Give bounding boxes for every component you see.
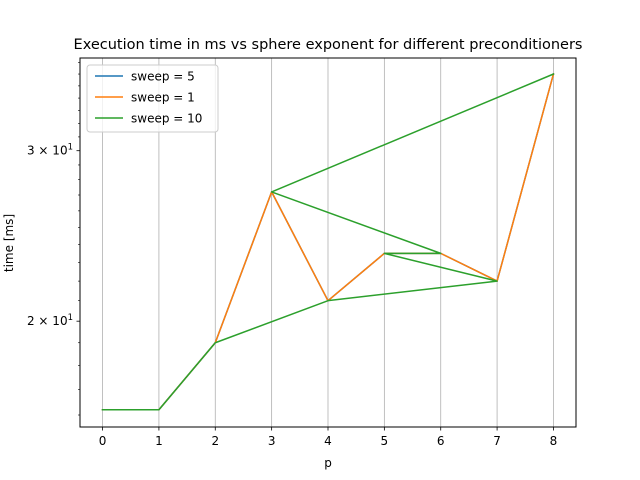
y-tick-label-base: 2 × 10	[27, 314, 68, 328]
legend: sweep = 5 sweep = 1 sweep = 10	[86, 64, 219, 133]
x-tick-label: 2	[211, 434, 219, 448]
y-tick-label-exponent: 1	[68, 313, 73, 323]
x-tick-label: 1	[155, 434, 163, 448]
legend-label: sweep = 10	[131, 112, 202, 126]
x-tick-label: 7	[493, 434, 501, 448]
x-tick-label: 0	[99, 434, 107, 448]
legend-box	[86, 64, 219, 133]
x-tick-label: 4	[324, 434, 332, 448]
y-tick-label-base: 3 × 10	[27, 144, 68, 158]
y-tick-label: 3 × 101	[27, 143, 73, 158]
legend-items: sweep = 5 sweep = 1 sweep = 10	[95, 70, 202, 126]
series-line	[101, 73, 555, 411]
series-layer	[101, 73, 555, 411]
legend-label: sweep = 1	[131, 91, 195, 105]
legend-label: sweep = 5	[131, 70, 195, 84]
y-tick-label-exponent: 1	[68, 143, 73, 153]
y-tick-label: 2 × 101	[27, 313, 73, 328]
y-axis-label: time [ms]	[2, 214, 16, 272]
chart-title: Execution time in ms vs sphere exponent …	[74, 37, 583, 53]
x-tick-label: 3	[268, 434, 276, 448]
x-axis-label: p	[324, 456, 332, 470]
x-tick-label: 8	[550, 434, 558, 448]
x-tick-label: 5	[381, 434, 389, 448]
x-tick-label: 6	[437, 434, 445, 448]
